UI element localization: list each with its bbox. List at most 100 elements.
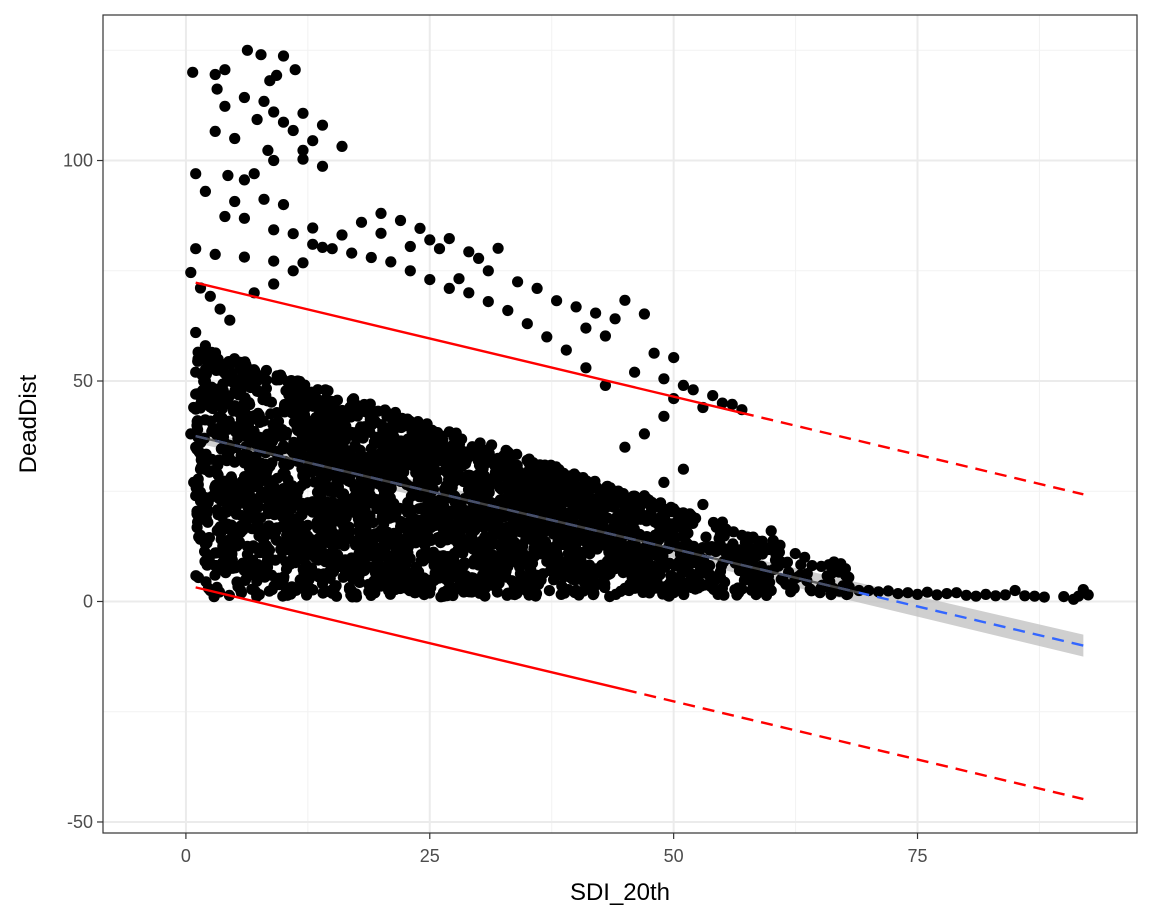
data-point bbox=[326, 587, 338, 599]
data-point bbox=[304, 583, 316, 595]
data-point bbox=[355, 513, 367, 525]
data-point bbox=[462, 511, 474, 523]
data-point bbox=[314, 396, 326, 408]
data-point bbox=[251, 374, 263, 386]
data-point bbox=[651, 517, 663, 529]
data-point bbox=[433, 443, 445, 455]
data-point bbox=[417, 572, 429, 584]
data-point bbox=[553, 526, 566, 538]
data-point bbox=[277, 573, 290, 586]
data-point bbox=[243, 462, 256, 474]
data-point bbox=[570, 584, 582, 597]
data-point bbox=[316, 578, 329, 590]
data-point bbox=[288, 436, 300, 448]
data-point bbox=[297, 107, 309, 119]
data-point bbox=[282, 539, 294, 551]
data-point bbox=[187, 66, 199, 78]
data-point bbox=[593, 516, 605, 528]
data-point bbox=[209, 125, 221, 137]
data-point bbox=[375, 561, 387, 574]
data-point bbox=[650, 501, 663, 513]
data-point bbox=[599, 379, 612, 391]
data-point bbox=[596, 559, 608, 571]
data-point bbox=[593, 539, 605, 551]
data-point bbox=[535, 466, 548, 478]
data-point bbox=[268, 255, 280, 267]
data-point bbox=[388, 431, 400, 443]
data-point bbox=[266, 584, 278, 596]
data-point bbox=[537, 568, 549, 580]
data-point bbox=[401, 573, 413, 585]
data-point bbox=[950, 587, 963, 599]
data-point bbox=[281, 589, 293, 601]
data-point bbox=[498, 466, 510, 478]
data-point bbox=[509, 555, 521, 567]
data-point bbox=[502, 304, 514, 317]
data-point bbox=[200, 576, 212, 588]
data-point bbox=[277, 199, 290, 211]
data-point bbox=[498, 511, 510, 523]
data-point bbox=[658, 476, 670, 488]
data-point bbox=[463, 246, 475, 258]
fit-lines bbox=[195, 281, 1084, 801]
data-point bbox=[753, 583, 766, 595]
data-point bbox=[346, 247, 358, 259]
data-point bbox=[199, 503, 211, 515]
data-point bbox=[648, 347, 660, 359]
data-point bbox=[457, 522, 469, 535]
data-point bbox=[707, 390, 719, 402]
data-point bbox=[375, 580, 387, 592]
data-point bbox=[469, 524, 481, 536]
data-point bbox=[209, 68, 221, 81]
data-point bbox=[199, 454, 211, 466]
data-point bbox=[190, 326, 202, 339]
data-point bbox=[492, 242, 504, 254]
data-point bbox=[224, 538, 236, 550]
data-point bbox=[396, 541, 408, 553]
data-point bbox=[265, 501, 278, 513]
data-point bbox=[610, 511, 623, 523]
x-tick-label: 75 bbox=[908, 846, 928, 866]
data-point bbox=[297, 144, 309, 156]
data-point bbox=[268, 154, 280, 167]
data-point bbox=[586, 479, 598, 491]
data-point bbox=[572, 557, 584, 569]
data-point bbox=[219, 64, 231, 76]
data-point bbox=[343, 582, 356, 594]
data-point bbox=[301, 432, 314, 444]
data-point bbox=[599, 330, 612, 342]
data-point bbox=[300, 521, 312, 534]
data-point bbox=[375, 227, 387, 239]
data-point bbox=[336, 558, 348, 570]
y-axis-title: DeadDist bbox=[15, 374, 42, 473]
data-point bbox=[355, 216, 368, 228]
data-point bbox=[385, 256, 397, 268]
data-point bbox=[619, 582, 631, 594]
data-point bbox=[605, 550, 617, 563]
data-point bbox=[543, 585, 556, 597]
data-point bbox=[580, 362, 592, 374]
data-point bbox=[258, 193, 270, 205]
data-point bbox=[278, 496, 290, 508]
data-point bbox=[615, 553, 628, 565]
data-point bbox=[542, 490, 554, 502]
data-point bbox=[228, 402, 240, 415]
x-axis-title: SDI_20th bbox=[570, 879, 670, 906]
data-point bbox=[224, 314, 236, 326]
data-point bbox=[708, 584, 720, 596]
data-point bbox=[287, 124, 299, 137]
data-point bbox=[207, 423, 219, 435]
data-point bbox=[514, 568, 527, 580]
data-point bbox=[346, 591, 358, 603]
x-tick-label: 50 bbox=[664, 846, 684, 866]
data-point bbox=[336, 140, 348, 152]
data-point bbox=[707, 516, 720, 529]
data-point bbox=[277, 511, 289, 523]
panel-border bbox=[102, 14, 1138, 834]
data-point bbox=[209, 547, 221, 559]
data-point bbox=[482, 296, 494, 308]
data-point bbox=[238, 174, 250, 186]
data-point bbox=[727, 538, 739, 550]
data-point bbox=[668, 503, 680, 515]
data-point bbox=[726, 549, 738, 561]
